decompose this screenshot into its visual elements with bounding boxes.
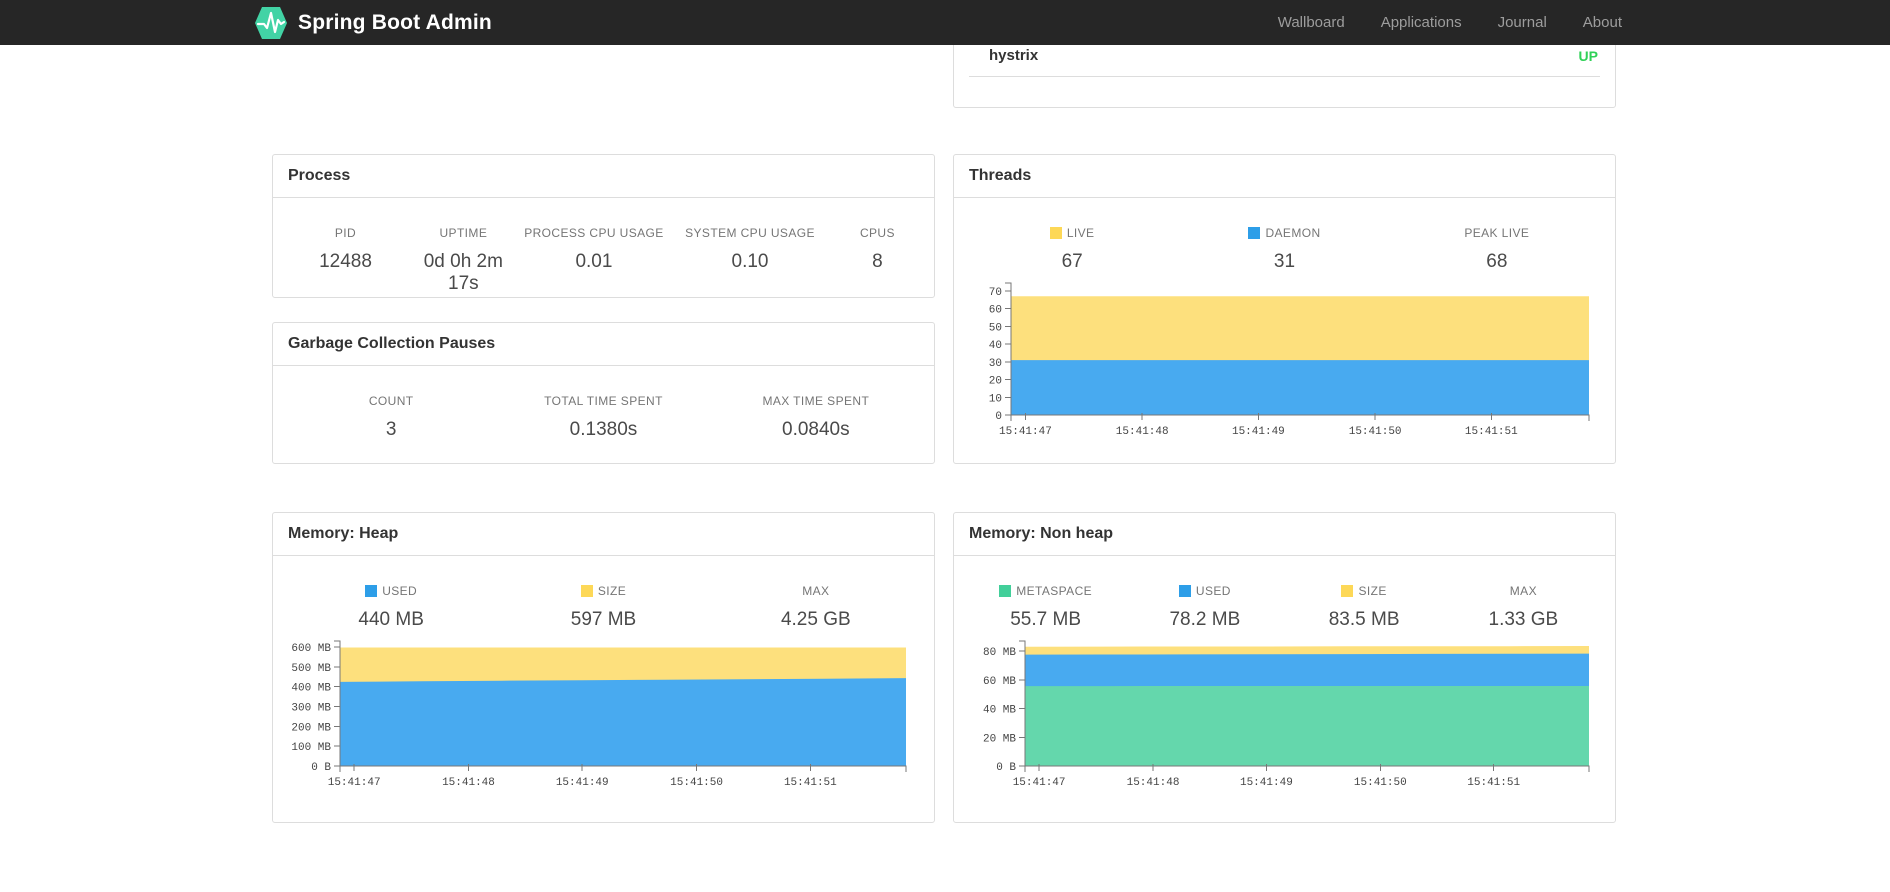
- metric-threads-peak-live: PEAK LIVE 68: [1464, 226, 1530, 272]
- nonheap-metaspace-legend-swatch: [999, 585, 1012, 597]
- svg-text:15:41:47: 15:41:47: [999, 426, 1052, 437]
- threads-daemon-legend-swatch: [1248, 227, 1261, 239]
- svg-text:15:41:51: 15:41:51: [1465, 426, 1518, 437]
- metric-heap-size: SIZE 597 MB: [570, 584, 637, 630]
- nav-link-journal[interactable]: Journal: [1497, 14, 1547, 31]
- process-metrics: PID 12488 UPTIME 0d 0h 2m 17s PROCESS CP…: [273, 198, 934, 295]
- heap-size-legend-swatch: [580, 585, 593, 597]
- gc-metrics: COUNT 3 TOTAL TIME SPENT 0.1380s MAX TIM…: [273, 366, 934, 441]
- svg-text:600 MB: 600 MB: [291, 643, 331, 655]
- svg-text:50: 50: [989, 322, 1002, 334]
- svg-text:40: 40: [989, 340, 1002, 352]
- heap-chart: 0 B 100 MB 200 MB 300 MB 400 MB 500 MB 600 MB 1…: [273, 631, 934, 794]
- heap-metrics: USED 440 MB SIZE 597 MB MAX 4.25 GB: [273, 556, 934, 631]
- gc-panel-title: Garbage Collection Pauses: [273, 323, 934, 366]
- svg-text:15:41:49: 15:41:49: [1232, 426, 1285, 437]
- threads-panel: Threads LIVE 67 DAEMON 31 PEAK LIVE 68: [953, 154, 1616, 464]
- metric-cpus: CPUS 8: [859, 226, 895, 272]
- svg-text:15:41:50: 15:41:50: [670, 777, 723, 789]
- spring-boot-admin-logo-icon: [254, 5, 288, 41]
- metric-heap-max: MAX 4.25 GB: [780, 584, 851, 630]
- svg-text:15:41:48: 15:41:48: [1127, 777, 1180, 789]
- metric-nonheap-metaspace: METASPACE 55.7 MB: [966, 584, 1125, 631]
- nonheap-metrics: METASPACE 55.7 MB USED 78.2 MB SIZE 83.5…: [954, 556, 1615, 631]
- svg-text:10: 10: [989, 393, 1002, 405]
- metric-nonheap-used: USED 78.2 MB: [1169, 584, 1241, 630]
- metric-gc-count: COUNT 3: [368, 394, 414, 440]
- nav-link-about[interactable]: About: [1582, 14, 1622, 31]
- nonheap-chart: 0 B 20 MB 40 MB 60 MB 80 MB 15:41:47 15:41:48 1…: [954, 631, 1615, 794]
- metric-nonheap-max: MAX 1.33 GB: [1488, 584, 1559, 630]
- svg-text:40 MB: 40 MB: [983, 705, 1016, 717]
- nav-link-wallboard[interactable]: Wallboard: [1277, 14, 1345, 31]
- svg-text:0: 0: [995, 411, 1002, 423]
- gc-panel: Garbage Collection Pauses COUNT 3 TOTAL …: [272, 322, 935, 464]
- threads-metrics: LIVE 67 DAEMON 31 PEAK LIVE 68: [954, 198, 1615, 273]
- metric-threads-live: LIVE 67: [966, 226, 1178, 273]
- right-column: hystrix UP Threads LIVE 67 DAEMON 31: [953, 0, 1616, 823]
- svg-text:0 B: 0 B: [996, 762, 1016, 774]
- left-column: Process PID 12488 UPTIME 0d 0h 2m 17s PR…: [272, 45, 935, 823]
- nonheap-size-legend-swatch: [1341, 585, 1354, 597]
- svg-text:400 MB: 400 MB: [291, 683, 331, 695]
- svg-text:70: 70: [989, 287, 1002, 299]
- application-name[interactable]: hystrix: [989, 47, 1039, 64]
- brand[interactable]: Spring Boot Admin: [254, 5, 492, 41]
- threads-panel-title: Threads: [954, 155, 1615, 198]
- svg-text:80 MB: 80 MB: [983, 647, 1016, 659]
- page-content: Process PID 12488 UPTIME 0d 0h 2m 17s PR…: [272, 0, 1616, 823]
- svg-text:15:41:47: 15:41:47: [1013, 777, 1066, 789]
- svg-text:15:41:49: 15:41:49: [1240, 777, 1293, 789]
- svg-text:15:41:49: 15:41:49: [556, 777, 609, 789]
- svg-text:15:41:51: 15:41:51: [1467, 777, 1520, 789]
- threads-chart: 0 10 20 30 40 50 60 70 15:41:47 15:41:48 15:41:49 1…: [954, 273, 1615, 442]
- svg-text:15:41:50: 15:41:50: [1354, 777, 1407, 789]
- brand-title: Spring Boot Admin: [298, 10, 492, 34]
- metric-pid: PID 12488: [319, 226, 372, 272]
- svg-text:300 MB: 300 MB: [291, 702, 331, 714]
- metric-gc-max-time: MAX TIME SPENT 0.0840s: [762, 394, 870, 440]
- memory-nonheap-panel: Memory: Non heap METASPACE 55.7 MB USED …: [953, 512, 1616, 823]
- svg-text:200 MB: 200 MB: [291, 722, 331, 734]
- svg-text:0 B: 0 B: [311, 762, 331, 774]
- memory-nonheap-panel-title: Memory: Non heap: [954, 513, 1615, 556]
- svg-text:500 MB: 500 MB: [291, 663, 331, 675]
- nav-link-applications[interactable]: Applications: [1380, 14, 1462, 31]
- nonheap-used-legend-swatch: [1178, 585, 1191, 597]
- application-row[interactable]: hystrix UP: [969, 47, 1600, 77]
- svg-text:20: 20: [989, 376, 1002, 388]
- metric-heap-used: USED 440 MB: [358, 584, 424, 630]
- process-panel-title: Process: [273, 155, 934, 198]
- svg-text:15:41:51: 15:41:51: [784, 777, 837, 789]
- svg-text:30: 30: [989, 358, 1002, 370]
- application-status-badge: UP: [1578, 47, 1598, 64]
- metric-gc-total-time: TOTAL TIME SPENT 0.1380s: [544, 394, 663, 440]
- threads-live-legend-swatch: [1049, 227, 1062, 239]
- metric-uptime: UPTIME 0d 0h 2m 17s: [423, 226, 503, 294]
- svg-text:15:41:48: 15:41:48: [1116, 426, 1169, 437]
- navbar: Spring Boot Admin Wallboard Applications…: [0, 0, 1890, 45]
- svg-text:15:41:50: 15:41:50: [1349, 426, 1402, 437]
- svg-text:60 MB: 60 MB: [983, 676, 1016, 688]
- process-panel: Process PID 12488 UPTIME 0d 0h 2m 17s PR…: [272, 154, 935, 298]
- svg-text:15:41:48: 15:41:48: [442, 777, 495, 789]
- memory-heap-panel: Memory: Heap USED 440 MB SIZE 597 MB MAX…: [272, 512, 935, 823]
- heap-used-legend-swatch: [365, 585, 378, 597]
- svg-text:15:41:47: 15:41:47: [328, 777, 381, 789]
- memory-heap-panel-title: Memory: Heap: [273, 513, 934, 556]
- svg-text:100 MB: 100 MB: [291, 742, 331, 754]
- nav-links: Wallboard Applications Journal About: [1260, 14, 1622, 31]
- metric-process-cpu-usage: PROCESS CPU USAGE 0.01: [524, 226, 664, 272]
- metric-nonheap-size: SIZE 83.5 MB: [1328, 584, 1400, 630]
- metric-threads-daemon: DAEMON 31: [1178, 226, 1390, 273]
- svg-text:20 MB: 20 MB: [983, 733, 1016, 745]
- metric-system-cpu-usage: SYSTEM CPU USAGE 0.10: [685, 226, 815, 272]
- svg-text:60: 60: [989, 305, 1002, 317]
